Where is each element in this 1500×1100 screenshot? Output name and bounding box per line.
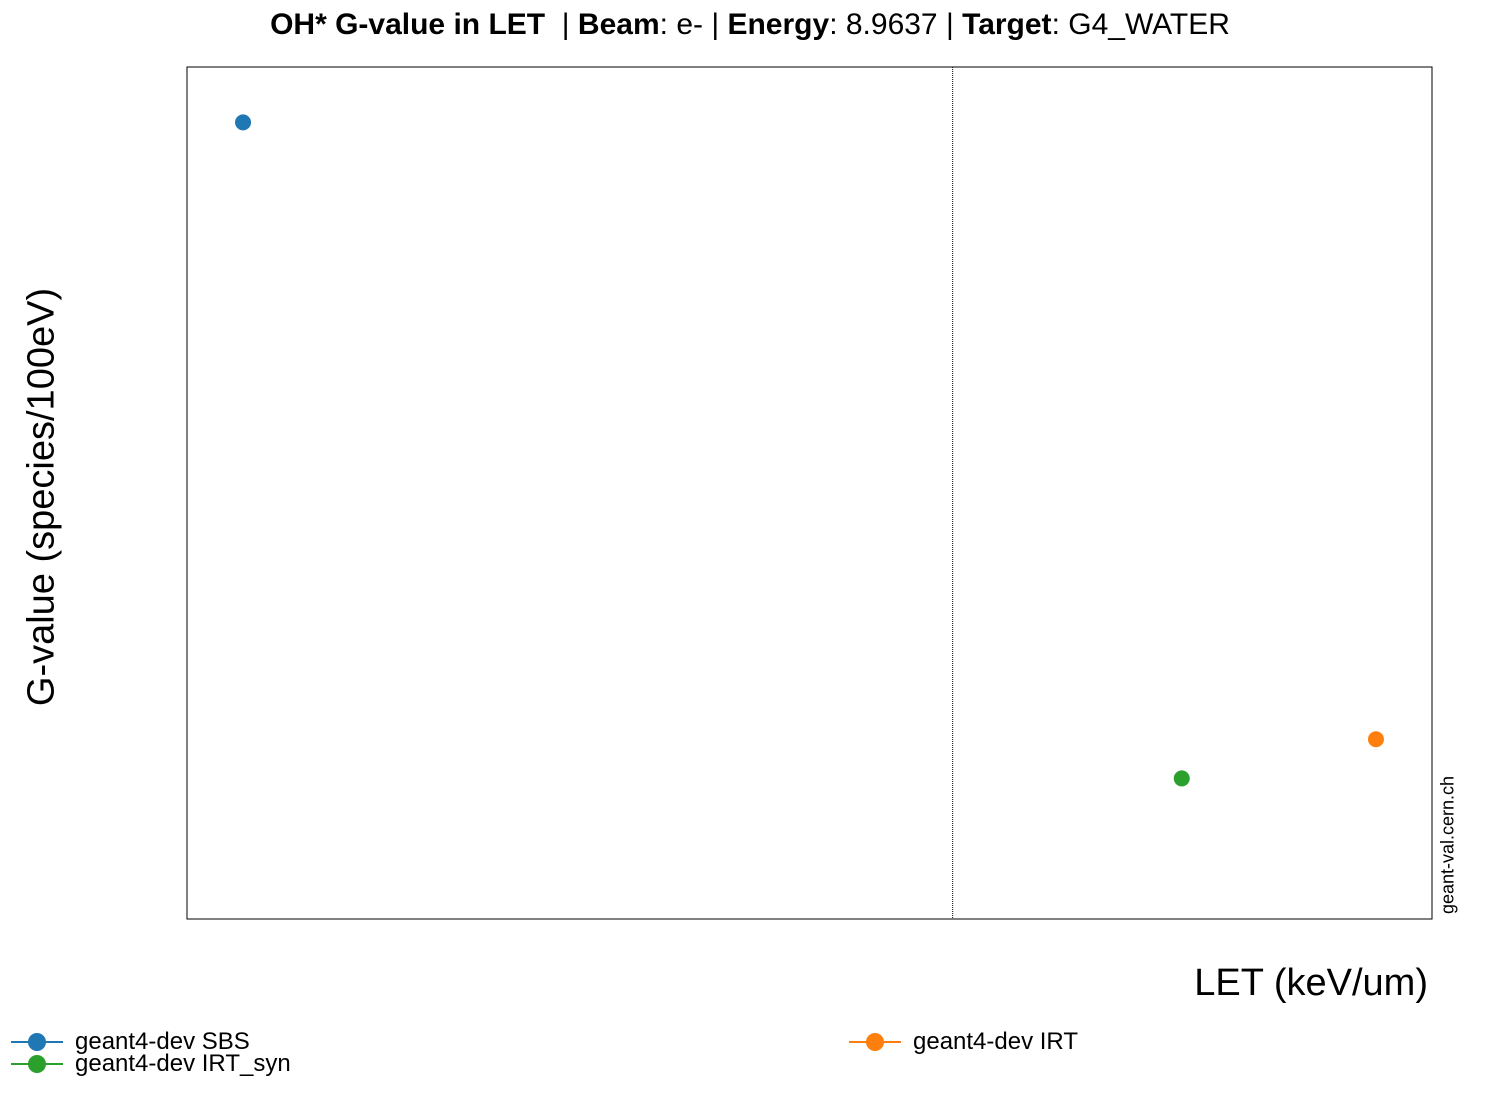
legend-label-irt-syn: geant4-dev IRT_syn [75, 1050, 291, 1077]
legend-item-irt[interactable]: geant4-dev IRT [849, 1028, 1078, 1055]
title-energy-value: 8.9637 [845, 8, 938, 41]
data-points [235, 114, 1384, 787]
legend-item-irt-syn[interactable]: geant4-dev IRT_syn [11, 1050, 291, 1077]
legend-dot [28, 1033, 46, 1051]
legend-label-sbs: geant4-dev SBS [75, 1028, 250, 1055]
data-point-geant4-dev-irt-0[interactable] [1367, 731, 1384, 748]
legend-item-sbs[interactable]: geant4-dev SBS [11, 1028, 250, 1055]
chart-title: OH* G-value in LET | Beam: e- | Energy: … [270, 8, 1230, 41]
title-beam-value: e- [676, 8, 703, 41]
title-beam-label: Beam [577, 8, 660, 41]
legend-marker-irt [849, 1030, 901, 1054]
legend-dot [866, 1033, 884, 1051]
legend-marker-sbs [11, 1030, 63, 1054]
x-axis-label: LET (keV/um) [1194, 962, 1428, 1004]
watermark: geant-val.cern.ch [1437, 775, 1458, 915]
legend-label-irt: geant4-dev IRT [913, 1028, 1078, 1055]
title-main: OH* G-value in LET [270, 8, 546, 41]
data-point-geant4-dev-irt-syn-0[interactable] [1173, 770, 1190, 787]
legend-marker-irt-syn [11, 1052, 63, 1076]
data-point-geant4-dev-sbs-0[interactable] [235, 114, 252, 131]
title-energy-label: Energy [727, 8, 830, 41]
plot-frame [186, 66, 1433, 920]
y-axis-label: G-value (species/100eV) [20, 287, 63, 707]
legend-dot [28, 1055, 46, 1073]
title-target-value: G4_WATER [1068, 8, 1230, 41]
title-target-label: Target [962, 8, 1052, 41]
